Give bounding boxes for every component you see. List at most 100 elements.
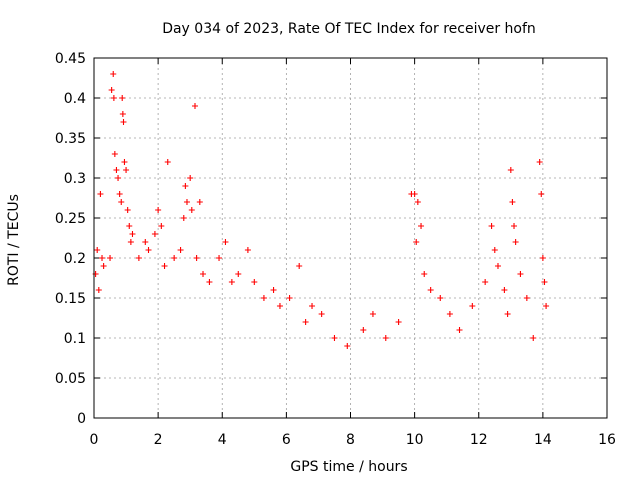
data-point <box>382 335 389 341</box>
data-point <box>116 191 123 197</box>
data-point <box>196 199 203 205</box>
x-tick-label: 16 <box>598 432 616 448</box>
data-point <box>504 311 511 317</box>
data-point <box>469 303 476 309</box>
data-point <box>121 159 128 165</box>
y-tick-label: 0.15 <box>55 291 86 307</box>
data-point <box>421 271 428 277</box>
data-point <box>127 239 134 245</box>
x-tick-label: 8 <box>346 432 355 448</box>
data-point <box>360 327 367 333</box>
x-tick-label: 6 <box>282 432 291 448</box>
data-point <box>482 279 489 285</box>
data-point <box>222 239 229 245</box>
data-point <box>111 151 118 157</box>
x-tick-label: 10 <box>406 432 424 448</box>
data-point <box>517 271 524 277</box>
x-tick-label: 4 <box>218 432 227 448</box>
data-point <box>511 223 518 229</box>
data-point <box>187 175 194 181</box>
data-point <box>286 295 293 301</box>
grid-lines <box>94 58 607 418</box>
data-point <box>244 247 251 253</box>
data-point <box>411 191 418 197</box>
x-tick-label: 12 <box>470 432 488 448</box>
y-tick-label: 0.2 <box>64 251 86 267</box>
x-axis-label: GPS time / hours <box>290 459 407 475</box>
data-point <box>119 95 126 101</box>
data-point <box>251 279 258 285</box>
data-point <box>509 199 516 205</box>
y-tick-label: 0.25 <box>55 211 86 227</box>
data-point <box>494 263 501 269</box>
data-point <box>235 271 242 277</box>
data-point <box>97 191 104 197</box>
data-point <box>100 263 107 269</box>
data-point <box>369 311 376 317</box>
data-point <box>536 159 543 165</box>
data-point <box>539 255 546 261</box>
data-point <box>512 239 519 245</box>
data-point <box>182 183 189 189</box>
data-point <box>200 271 207 277</box>
data-point <box>456 327 463 333</box>
data-point <box>541 279 548 285</box>
data-point <box>507 167 514 173</box>
data-point <box>188 207 195 213</box>
plot-frame <box>93 57 608 419</box>
data-point <box>107 255 114 261</box>
data-point <box>491 247 498 253</box>
y-tick-label: 0.4 <box>64 91 86 107</box>
data-point <box>115 175 122 181</box>
data-point <box>216 255 223 261</box>
data-point <box>171 255 178 261</box>
data-point <box>395 319 402 325</box>
data-point <box>260 295 267 301</box>
axis-ticks: 0 2 4 6 8 10 12 14 16 0 0.05 0.1 0.15 0.2 0.25 0.3 0.35 0… <box>55 51 616 448</box>
data-point <box>145 247 152 253</box>
data-point <box>414 199 421 205</box>
data-point <box>501 287 508 293</box>
data-point <box>142 239 149 245</box>
data-point <box>120 119 127 125</box>
data-point <box>129 231 136 237</box>
data-point <box>108 87 115 93</box>
data-point <box>318 311 325 317</box>
data-point <box>95 287 102 293</box>
data-point <box>110 95 117 101</box>
data-point <box>488 223 495 229</box>
x-tick-label: 14 <box>534 432 552 448</box>
x-tick-label: 2 <box>154 432 163 448</box>
data-point <box>161 263 168 269</box>
data-point <box>158 223 165 229</box>
y-tick-label: 0.35 <box>55 131 86 147</box>
data-point <box>276 303 283 309</box>
data-point <box>427 287 434 293</box>
data-point <box>331 335 338 341</box>
data-point <box>413 239 420 245</box>
data-point <box>126 223 133 229</box>
data-point <box>193 255 200 261</box>
data-point <box>135 255 142 261</box>
data-point <box>523 295 530 301</box>
data-point <box>180 215 187 221</box>
data-point <box>302 319 309 325</box>
data-point <box>164 159 171 165</box>
y-tick-label: 0.3 <box>64 171 86 187</box>
data-point <box>446 311 453 317</box>
data-point <box>437 295 444 301</box>
data-point <box>183 199 190 205</box>
y-tick-label: 0.1 <box>64 331 86 347</box>
data-point <box>191 103 198 109</box>
y-axis-label: ROTI / TECUs <box>6 194 22 286</box>
data-point <box>206 279 213 285</box>
data-point <box>344 343 351 349</box>
data-point <box>228 279 235 285</box>
data-point <box>151 231 158 237</box>
data-point <box>99 255 106 261</box>
data-point <box>270 287 277 293</box>
data-point <box>118 199 125 205</box>
data-point <box>296 263 303 269</box>
